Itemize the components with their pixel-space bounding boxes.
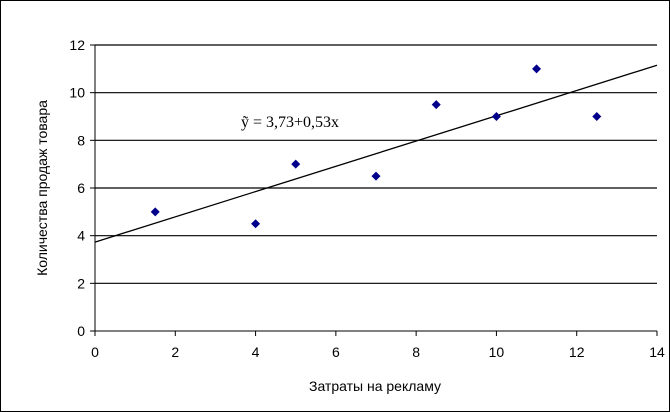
y-tick-label: 10 bbox=[69, 85, 85, 101]
y-tick-label: 8 bbox=[77, 132, 85, 148]
x-tick-label: 12 bbox=[569, 344, 585, 360]
axes bbox=[90, 44, 658, 336]
trendline-group bbox=[94, 64, 658, 243]
y-tick-labels: 0 2 4 6 8 10 12 bbox=[69, 37, 85, 339]
x-tick-label: 4 bbox=[252, 344, 260, 360]
data-points bbox=[150, 64, 602, 229]
data-point bbox=[491, 112, 501, 121]
data-point bbox=[150, 207, 160, 217]
y-tick-label: 4 bbox=[77, 228, 85, 244]
data-point bbox=[532, 64, 542, 74]
y-tick-label: 2 bbox=[77, 275, 85, 291]
x-tick-label: 2 bbox=[171, 344, 179, 360]
x-tick-label: 10 bbox=[489, 344, 505, 360]
y-tick-label: 0 bbox=[77, 323, 85, 339]
y-tick-label: 6 bbox=[77, 180, 85, 196]
x-tick-label: 8 bbox=[412, 344, 420, 360]
data-point bbox=[251, 219, 261, 229]
x-tick-label: 6 bbox=[332, 344, 340, 360]
regression-equation: ỹ = 3,73+0,53x bbox=[241, 114, 339, 131]
x-tick-label: 14 bbox=[649, 344, 665, 360]
data-point bbox=[291, 159, 301, 169]
x-tick-labels: 0 2 4 6 8 10 12 14 bbox=[91, 344, 665, 360]
y-axis-title: Количества продаж товара bbox=[34, 100, 50, 276]
data-point bbox=[431, 100, 441, 110]
data-point bbox=[592, 112, 602, 121]
trendline bbox=[94, 64, 658, 243]
gridlines bbox=[95, 44, 657, 284]
y-tick-label: 12 bbox=[69, 37, 85, 53]
data-point bbox=[371, 171, 381, 181]
x-axis-title: Затраты на рекламу bbox=[309, 378, 441, 394]
x-tick-label: 0 bbox=[91, 344, 99, 360]
